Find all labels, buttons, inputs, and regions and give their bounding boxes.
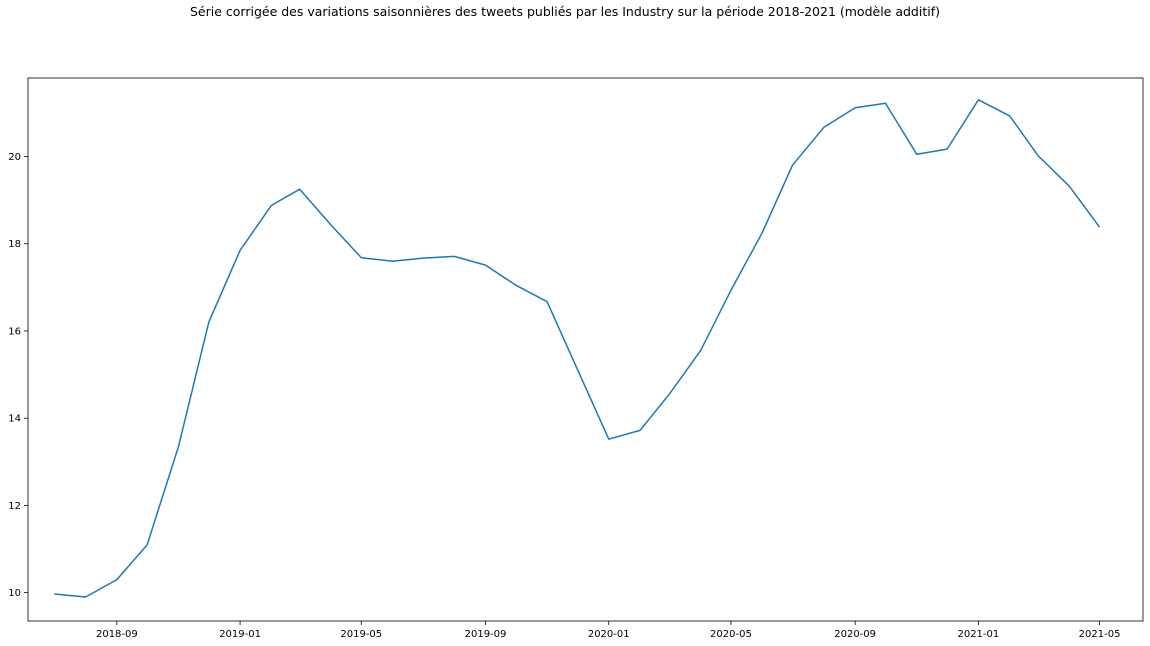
x-tick-label: 2020-05 (710, 629, 752, 640)
y-tick-label: 18 (8, 239, 21, 250)
x-tick-label: 2019-09 (465, 629, 507, 640)
x-tick-label: 2018-09 (96, 629, 138, 640)
chart-title: Série corrigée des variations saisonnièr… (190, 4, 940, 19)
x-tick-label: 2019-01 (219, 629, 261, 640)
y-tick-label: 14 (8, 414, 21, 425)
x-tick-label: 2020-01 (588, 629, 630, 640)
chart-marks (54, 99, 1101, 598)
series-line-0 (54, 99, 1101, 598)
x-tick-label: 2020-09 (834, 629, 876, 640)
x-tick-label: 2019-05 (340, 629, 382, 640)
x-axis: 2018-09 2019-01 2019-05 2019-09 2020-01 2020-… (96, 621, 1120, 640)
y-tick-label: 20 (8, 152, 21, 163)
y-axis: 10 12 14 16 18 20 (8, 152, 28, 599)
x-tick-label: 2021-01 (957, 629, 999, 640)
y-tick-label: 16 (8, 326, 21, 337)
x-tick-label: 2021-05 (1079, 629, 1121, 640)
y-tick-label: 12 (8, 501, 21, 512)
plot-frame (27, 77, 1144, 622)
y-tick-label: 10 (8, 588, 21, 599)
